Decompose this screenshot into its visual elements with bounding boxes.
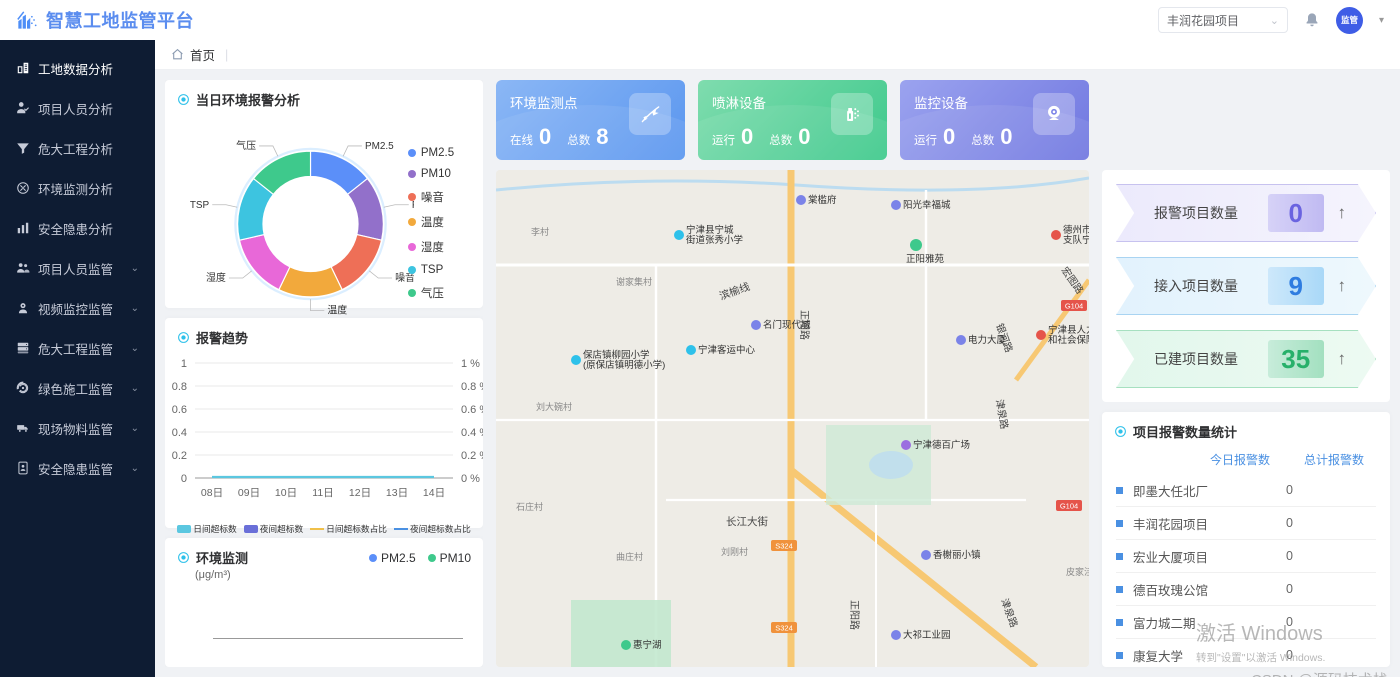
- svg-text:大祁工业园: 大祁工业园: [903, 629, 951, 641]
- svg-text:(原保店镇明德小学): (原保店镇明德小学): [583, 359, 665, 371]
- svg-text:阳光幸福城: 阳光幸福城: [903, 199, 951, 211]
- svg-text:PM2.5: PM2.5: [365, 141, 394, 152]
- svg-text:0.4 %: 0.4 %: [461, 427, 483, 439]
- svg-text:08日: 08日: [201, 487, 223, 499]
- svg-text:正阳雅苑: 正阳雅苑: [906, 253, 945, 265]
- svg-text:0.2 %: 0.2 %: [461, 450, 483, 462]
- svg-text:11日: 11日: [312, 487, 333, 499]
- svg-text:09日: 09日: [238, 487, 260, 499]
- svg-text:12日: 12日: [349, 487, 371, 499]
- svg-text:气压: 气压: [236, 139, 256, 152]
- svg-text:0 %: 0 %: [461, 473, 480, 485]
- svg-text:14日: 14日: [423, 487, 445, 499]
- svg-text:1: 1: [181, 358, 187, 370]
- svg-text:0.6: 0.6: [172, 404, 187, 416]
- svg-text:支队宁津大队: 支队宁津大队: [1063, 234, 1089, 246]
- svg-text:TSP: TSP: [190, 200, 210, 211]
- svg-text:皮家洼村: 皮家洼村: [1066, 566, 1089, 577]
- svg-text:0.8: 0.8: [172, 381, 187, 393]
- svg-text:1 %: 1 %: [461, 358, 480, 370]
- svg-text:0: 0: [181, 473, 187, 485]
- svg-text:S324: S324: [775, 542, 793, 551]
- svg-text:石庄村: 石庄村: [516, 501, 543, 512]
- svg-text:曲庄村: 曲庄村: [616, 551, 643, 562]
- svg-text:电力大厦: 电力大厦: [968, 334, 1007, 346]
- svg-text:温度: 温度: [327, 304, 347, 317]
- svg-text:刘刚村: 刘刚村: [721, 546, 748, 557]
- svg-text:刘大碗村: 刘大碗村: [536, 401, 572, 412]
- svg-text:0.4: 0.4: [172, 427, 187, 439]
- svg-text:0.6 %: 0.6 %: [461, 404, 483, 416]
- svg-text:长江大街: 长江大街: [726, 515, 768, 528]
- svg-text:10日: 10日: [275, 487, 297, 499]
- svg-text:13日: 13日: [386, 487, 408, 499]
- svg-text:S324: S324: [775, 624, 793, 633]
- svg-text:G104: G104: [1060, 502, 1078, 511]
- svg-text:G104: G104: [1065, 302, 1083, 311]
- svg-text:惠宁湖: 惠宁湖: [633, 639, 662, 651]
- svg-text:宁津客运中心: 宁津客运中心: [698, 344, 756, 356]
- svg-text:李村: 李村: [531, 226, 549, 237]
- svg-text:0.2: 0.2: [172, 450, 187, 462]
- svg-text:和社会保障局: 和社会保障局: [1048, 334, 1089, 346]
- svg-text:0.8 %: 0.8 %: [461, 381, 483, 393]
- svg-text:宁津德百广场: 宁津德百广场: [913, 439, 970, 451]
- svg-text:香榭丽小镇: 香榭丽小镇: [933, 549, 981, 561]
- svg-text:湿度: 湿度: [206, 271, 226, 284]
- svg-text:名门现代城: 名门现代城: [763, 319, 811, 331]
- svg-text:谢家集村: 谢家集村: [616, 276, 652, 287]
- svg-text:正阳路: 正阳路: [848, 600, 861, 630]
- svg-text:街道张秀小学: 街道张秀小学: [686, 234, 743, 246]
- svg-text:棠槛府: 棠槛府: [808, 194, 837, 206]
